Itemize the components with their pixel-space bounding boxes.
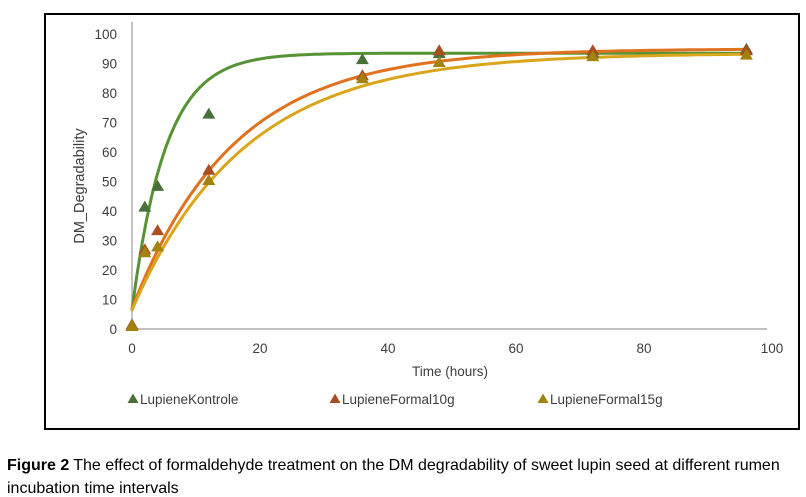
marker-LupieneFormal15g-96h [739, 48, 753, 60]
x-tick-label-40: 40 [380, 341, 395, 356]
marker-LupieneFormal10g-48h [432, 44, 446, 56]
legend-marker-LupieneFormal15g [537, 393, 549, 403]
chart-frame: 0 10 20 30 40 50 60 70 80 90 100 0 20 40 60 80 100 Time (… [44, 13, 800, 430]
marker-LupieneKontrole-36h [355, 53, 369, 65]
x-tick-label-20: 20 [252, 341, 267, 356]
x-axis-title: Time (hours) [412, 364, 488, 379]
marker-LupieneFormal10g-12h [202, 163, 216, 175]
marker-LupieneKontrole-4h [151, 179, 165, 191]
y-axis-title: DM_Degradability [72, 128, 88, 244]
series-line-LupieneKontrole [130, 51, 748, 312]
y-tick-label-20: 20 [102, 263, 117, 278]
marker-LupieneFormal15g-48h [432, 56, 446, 68]
marker-LupieneFormal10g-4h [151, 224, 165, 236]
y-tick-label-10: 10 [102, 293, 117, 308]
marker-LupieneFormal15g-12h [202, 174, 216, 186]
y-tick-label-0: 0 [109, 322, 117, 337]
legend-marker-LupieneKontrole [127, 393, 139, 403]
legend-marker-LupieneFormal10g [329, 393, 341, 403]
legend-label-LupieneFormal15g: LupieneFormal15g [550, 392, 663, 407]
y-tick-label-70: 70 [102, 116, 117, 131]
marker-LupieneKontrole-12h [202, 107, 216, 119]
legend-label-LupieneKontrole: LupieneKontrole [140, 392, 238, 407]
figure-caption: Figure 2 The effect of formaldehyde treat… [7, 454, 799, 497]
y-tick-label-80: 80 [102, 86, 117, 101]
marker-LupieneFormal10g-72h [586, 44, 600, 56]
y-tick-label-40: 40 [102, 204, 117, 219]
marker-LupieneFormal15g-4h [151, 240, 165, 252]
y-tick-label-100: 100 [94, 27, 117, 42]
x-tick-label-0: 0 [128, 341, 136, 356]
y-tick-label-30: 30 [102, 234, 117, 249]
y-tick-label-50: 50 [102, 175, 117, 190]
y-tick-label-60: 60 [102, 145, 117, 160]
series-line-LupieneFormal10g [130, 47, 748, 310]
marker-LupieneFormal15g-72h [586, 50, 600, 62]
x-tick-label-100: 100 [761, 341, 784, 356]
series-line-LupieneFormal15g [130, 52, 748, 312]
marker-LupieneFormal15g-36h [355, 72, 369, 84]
x-tick-label-80: 80 [636, 341, 651, 356]
dm-degradability-chart: 0 10 20 30 40 50 60 70 80 90 100 0 20 40 60 80 100 Time (… [72, 22, 784, 407]
figure-caption-label: Figure 2 [7, 457, 70, 474]
marker-LupieneKontrole-2h [138, 200, 152, 212]
x-tick-label-60: 60 [508, 341, 523, 356]
marker-LupieneFormal15g-2h [138, 246, 152, 258]
figure-caption-text: The effect of formaldehyde treatment on … [7, 457, 780, 497]
y-tick-label-90: 90 [102, 57, 117, 72]
legend-label-LupieneFormal10g: LupieneFormal10g [342, 392, 455, 407]
marker-LupieneFormal15g-0h [125, 320, 139, 332]
